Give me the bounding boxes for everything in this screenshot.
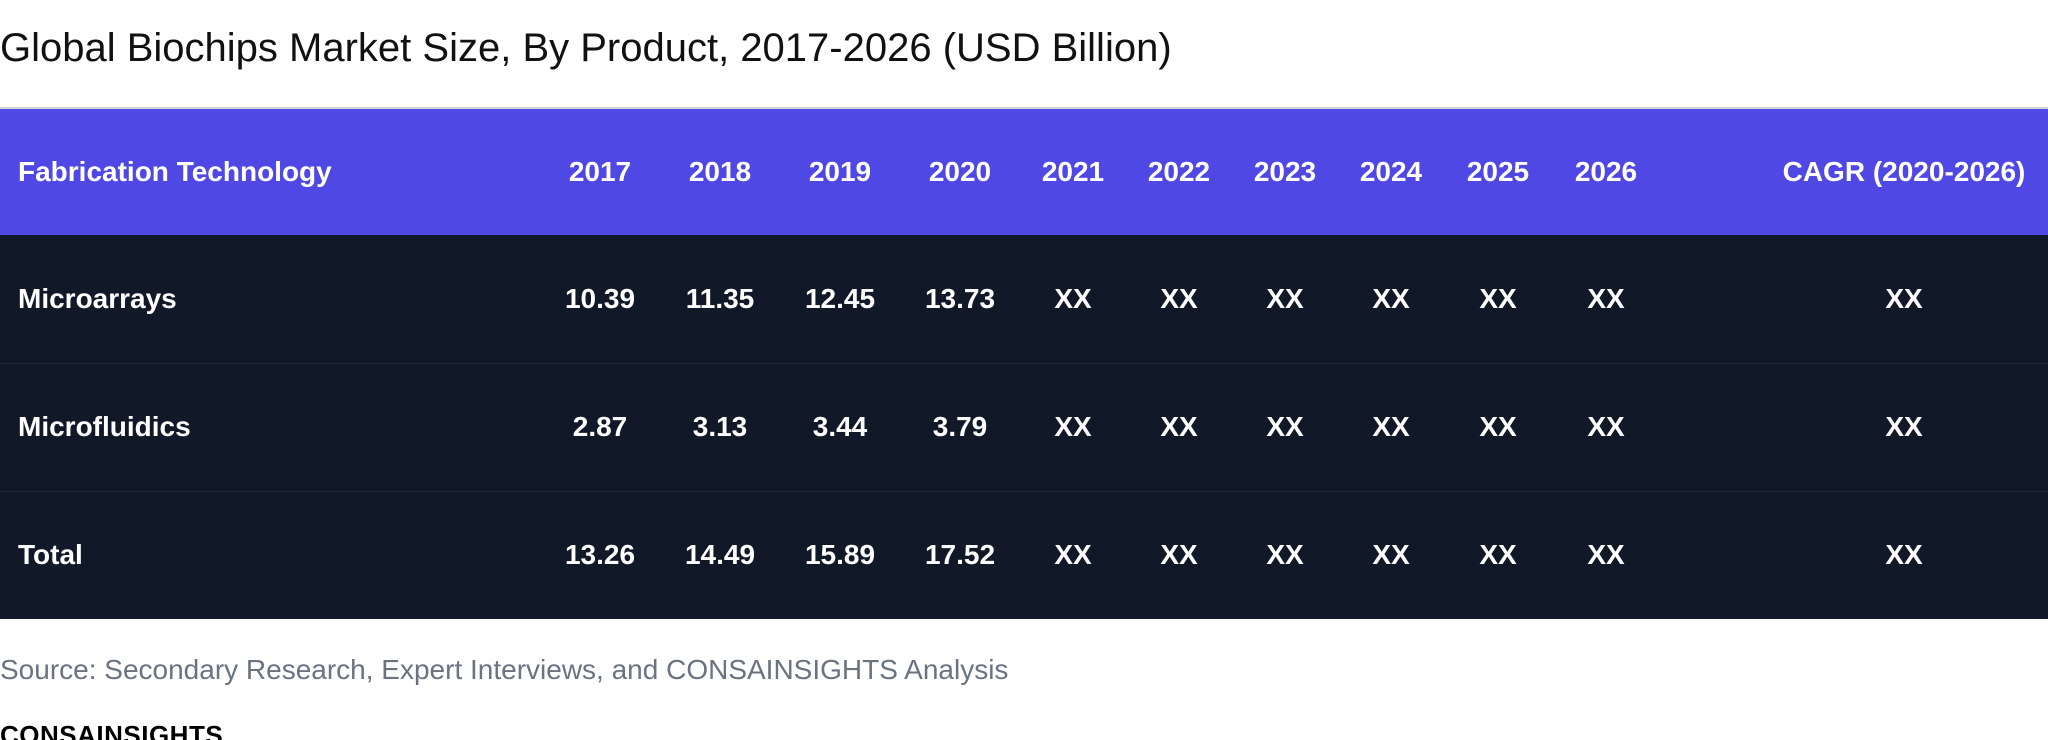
column-header: 2019 bbox=[808, 156, 872, 187]
market-size-table: Fabrication Technology 2017 2018 2019 2020 20… bbox=[0, 109, 2048, 619]
table-header-row: Fabrication Technology 2017 2018 2019 2020 20… bbox=[0, 109, 2048, 235]
table-cell: XX bbox=[1587, 539, 1625, 571]
column-header: 2026 bbox=[1574, 156, 1638, 187]
table-cell: 17.52 bbox=[924, 539, 996, 571]
table-cell: XX bbox=[1266, 282, 1304, 314]
table-cell: XX bbox=[1587, 411, 1625, 442]
table-cell: 14.49 bbox=[684, 539, 756, 571]
table-cell: XX bbox=[1372, 411, 1410, 442]
table-cell: XX bbox=[1266, 539, 1304, 571]
table-cell: XX bbox=[1479, 539, 1517, 571]
table-cell: 10.39 bbox=[564, 282, 636, 314]
row-label: Microfluidics bbox=[18, 411, 191, 442]
column-header: 2021 bbox=[1041, 156, 1105, 187]
table-cell: XX bbox=[1479, 282, 1517, 314]
table-cell: 11.35 bbox=[685, 282, 755, 314]
table-cell: 2.87 bbox=[572, 411, 628, 442]
row-label: Microarrays bbox=[18, 282, 177, 314]
column-header-label: Fabrication Technology bbox=[18, 156, 332, 187]
table-cell: 13.26 bbox=[564, 539, 636, 571]
market-size-table-container: Fabrication Technology 2017 2018 2019 2020 20… bbox=[0, 107, 2048, 619]
table-cell: 3.44 bbox=[812, 411, 868, 442]
row-label: Total bbox=[18, 539, 83, 571]
brand-logo-text: CONSAINSIGHTS bbox=[0, 720, 224, 740]
source-note: Source: Secondary Research, Expert Inter… bbox=[0, 654, 1009, 685]
table-cell: XX bbox=[1885, 282, 1923, 314]
table-cell: XX bbox=[1885, 411, 1923, 442]
table-body: Microarrays 10.39 11.35 12.45 13.73 XX XX XX XX X… bbox=[0, 235, 2048, 619]
table-cell: 3.13 bbox=[692, 411, 748, 442]
table-cell: XX bbox=[1160, 411, 1198, 442]
table-cell: XX bbox=[1479, 411, 1517, 442]
table-cell: XX bbox=[1885, 539, 1923, 571]
table-cell: 3.79 bbox=[932, 411, 988, 442]
table-row: Microfluidics 2.87 3.13 3.44 3.79 XX XX XX XX XX X… bbox=[0, 363, 2048, 491]
table-cell: 13.73 bbox=[924, 282, 996, 314]
column-header: 2017 bbox=[568, 156, 632, 187]
column-header: CAGR (2020-2026) bbox=[1782, 156, 2026, 187]
table-cell: XX bbox=[1372, 539, 1410, 571]
table-cell: XX bbox=[1054, 282, 1092, 314]
page-title: Global Biochips Market Size, By Product,… bbox=[0, 26, 1172, 70]
column-header: 2020 bbox=[928, 156, 992, 187]
column-header: 2023 bbox=[1253, 156, 1317, 187]
column-header: 2018 bbox=[688, 156, 752, 187]
table-cell: XX bbox=[1054, 411, 1092, 442]
table-cell: XX bbox=[1160, 282, 1198, 314]
column-header: 2025 bbox=[1466, 156, 1530, 187]
table-cell: 12.45 bbox=[804, 282, 876, 314]
table-row: Total 13.26 14.49 15.89 17.52 XX XX XX XX XX XX XX bbox=[0, 491, 2048, 619]
table-cell: XX bbox=[1160, 539, 1198, 571]
table-cell: XX bbox=[1054, 539, 1092, 571]
column-header: 2024 bbox=[1359, 156, 1423, 187]
column-header: 2022 bbox=[1147, 156, 1211, 187]
table-row: Microarrays 10.39 11.35 12.45 13.73 XX XX XX XX X… bbox=[0, 235, 2048, 363]
table-cell: XX bbox=[1266, 411, 1304, 442]
table-cell: XX bbox=[1372, 282, 1410, 314]
table-cell: XX bbox=[1587, 282, 1625, 314]
table-cell: 15.89 bbox=[804, 539, 876, 571]
